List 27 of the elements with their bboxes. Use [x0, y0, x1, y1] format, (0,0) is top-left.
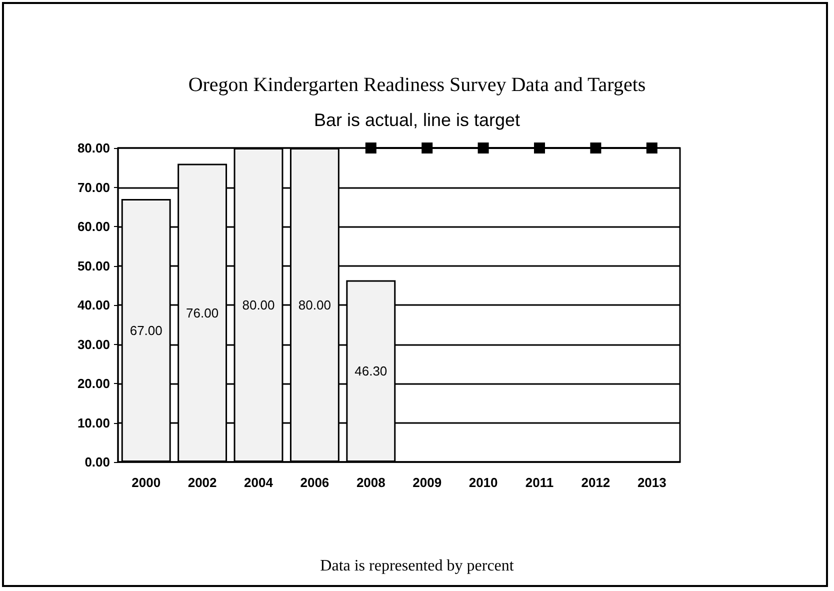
x-tick-label: 2009 — [412, 475, 442, 490]
x-tick-label: 2010 — [468, 475, 498, 490]
x-tick-label: 2006 — [300, 475, 330, 490]
data-label: 80.00 — [242, 298, 275, 312]
chart-subtitle: Bar is actual, line is target — [314, 110, 520, 130]
y-tick-label: 30.00 — [77, 336, 110, 352]
x-tick-label: 2002 — [188, 475, 217, 490]
data-label: 80.00 — [298, 298, 331, 312]
data-label: 67.00 — [130, 323, 162, 338]
text: Data is represented by percent — [320, 558, 514, 574]
y-tick-label: 20.00 — [77, 376, 110, 391]
y-tick-label: 60.00 — [77, 219, 110, 234]
data-label: 46.30 — [354, 364, 388, 379]
x-tick-label: 2012 — [581, 475, 610, 490]
x-tick-label: 2011 — [525, 475, 554, 490]
y-tick-label: 70.00 — [77, 180, 110, 195]
data-label: 76.00 — [186, 305, 219, 320]
x-tick-label: 2004 — [244, 475, 274, 490]
x-tick-label: 2008 — [356, 475, 386, 490]
x-tick-label: 2000 — [132, 475, 161, 490]
y-tick-label: 80.00 — [77, 140, 110, 156]
y-tick-label: 50.00 — [77, 258, 110, 274]
y-tick-label: 40.00 — [77, 298, 110, 312]
chart-title: Oregon Kindergarten Readiness Survey Data and Targets — [188, 74, 646, 96]
x-tick-label: 2013 — [637, 475, 666, 490]
y-tick-label: 10.00 — [77, 415, 110, 430]
y-tick-label: 0.00 — [84, 454, 110, 470]
